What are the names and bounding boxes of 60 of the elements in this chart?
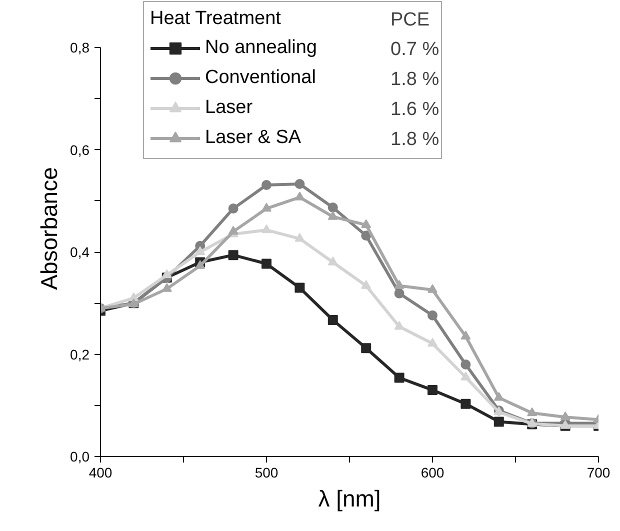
point xyxy=(195,260,206,269)
annotation: 0.7 % xyxy=(390,39,440,60)
point xyxy=(361,230,372,241)
point xyxy=(494,392,504,401)
annotation: 1.6 % xyxy=(390,99,440,120)
point xyxy=(460,372,471,380)
point xyxy=(328,202,338,213)
point xyxy=(262,180,272,190)
point xyxy=(228,204,238,214)
y-tick-label: 0,8 xyxy=(70,40,90,56)
point xyxy=(228,250,238,260)
point xyxy=(428,385,438,396)
point xyxy=(162,283,172,292)
x-tick-label: 600 xyxy=(420,464,444,480)
y-tick-label: 0,2 xyxy=(70,346,90,362)
point xyxy=(262,258,272,269)
y-tick-label: 0,6 xyxy=(70,142,90,158)
legend-label: Conventional xyxy=(205,67,316,88)
legend-label: Laser & SA xyxy=(205,127,302,148)
point xyxy=(294,282,305,293)
point xyxy=(428,284,438,293)
point xyxy=(394,288,404,298)
point xyxy=(328,211,338,220)
point xyxy=(162,269,172,278)
point xyxy=(262,202,272,212)
point xyxy=(394,320,404,330)
y-axis-title: Absorbance xyxy=(36,167,62,290)
point xyxy=(294,192,305,200)
text: PCE xyxy=(390,10,430,30)
point xyxy=(361,280,372,289)
point xyxy=(494,416,504,427)
point xyxy=(394,372,404,383)
point xyxy=(428,310,438,320)
x-axis-title: λ [nm] xyxy=(318,486,381,512)
point xyxy=(195,246,206,256)
x-tick-label: 400 xyxy=(88,464,112,480)
x-tick-label: 700 xyxy=(586,464,610,480)
point xyxy=(428,338,438,347)
annotation: 1.8 % xyxy=(390,129,440,150)
point xyxy=(228,226,238,235)
legend-label: No annealing xyxy=(205,37,317,58)
point xyxy=(361,219,372,228)
legend-title: Heat Treatment xyxy=(150,8,281,29)
point xyxy=(527,407,538,416)
point xyxy=(361,343,372,354)
y-tick-label: 0,0 xyxy=(70,448,90,464)
annotation: 1.8 % xyxy=(390,69,440,90)
point xyxy=(328,256,338,266)
y-tick-label: 0,4 xyxy=(70,244,90,260)
x-tick-label: 500 xyxy=(254,464,278,480)
legend-label: Laser xyxy=(205,97,253,118)
point xyxy=(460,398,471,409)
point xyxy=(294,179,305,189)
point xyxy=(394,280,404,289)
point xyxy=(460,330,471,340)
point xyxy=(560,411,570,420)
point xyxy=(262,224,272,234)
point xyxy=(294,233,305,242)
point xyxy=(460,359,471,370)
point xyxy=(328,314,338,325)
